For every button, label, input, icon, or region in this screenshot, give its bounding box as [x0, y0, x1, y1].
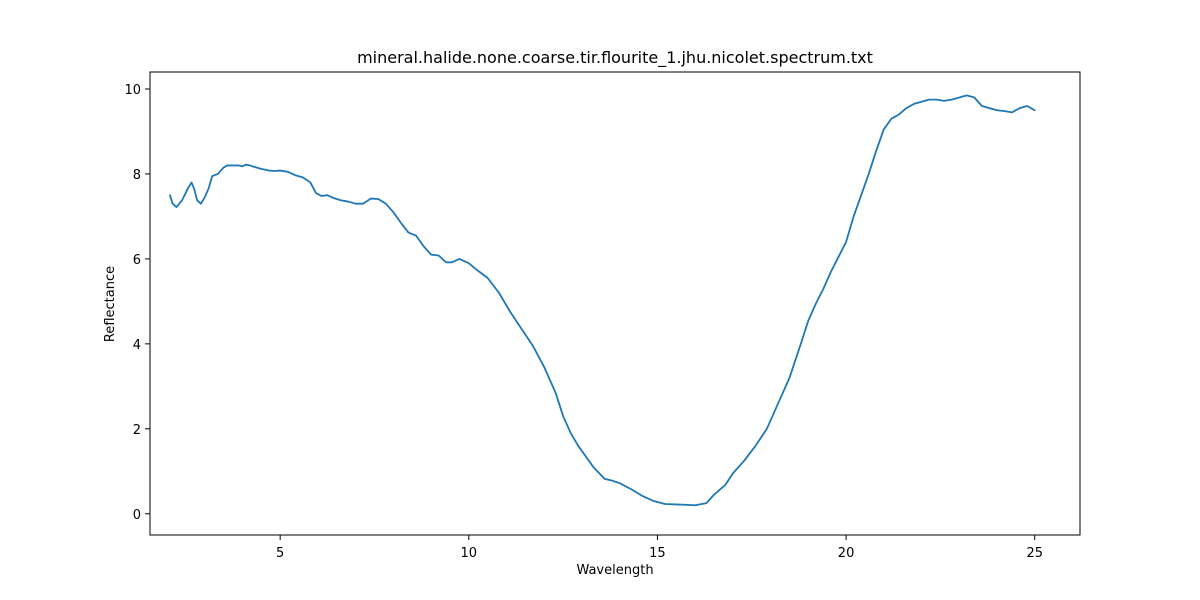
chart-title: mineral.halide.none.coarse.tir.flourite_…: [357, 48, 873, 68]
x-tick-label: 10: [461, 546, 478, 561]
x-tick-label: 20: [838, 546, 855, 561]
y-tick-label: 10: [124, 83, 141, 98]
y-tick-label: 4: [133, 338, 141, 353]
x-axis-label: Wavelength: [576, 563, 653, 578]
y-tick-label: 8: [133, 168, 141, 183]
y-tick-label: 6: [133, 253, 141, 268]
axes-frame: [149, 71, 1081, 536]
x-tick-label: 5: [276, 546, 284, 561]
x-tick-label: 25: [1026, 546, 1043, 561]
y-tick-label: 2: [133, 423, 141, 438]
x-tick-label: 15: [649, 546, 666, 561]
y-tick-label: 0: [133, 508, 141, 523]
spectrum-line: [169, 94, 1036, 507]
plot-area: 5 10 15 20 25 0 2 4 6 8 10: [124, 83, 1043, 561]
y-axis-label: Reflectance: [103, 266, 118, 342]
